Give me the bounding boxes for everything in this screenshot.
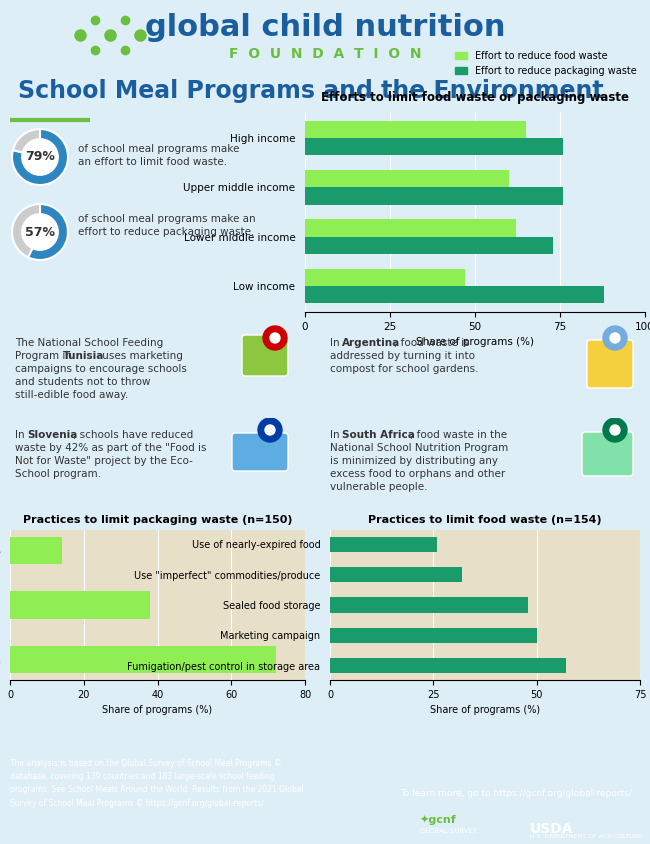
Circle shape	[22, 138, 58, 176]
Bar	[305, 138, 564, 155]
Text: waste by 42% as part of the "Food is: waste by 42% as part of the "Food is	[15, 443, 207, 453]
Bar	[10, 646, 276, 674]
Text: uses marketing: uses marketing	[99, 351, 183, 361]
Bar	[305, 187, 564, 204]
Bar	[330, 598, 528, 613]
Wedge shape	[12, 204, 40, 257]
Text: South Africa: South Africa	[342, 430, 415, 440]
Text: Program in: Program in	[15, 351, 75, 361]
Bar	[330, 537, 437, 552]
Text: an effort to limit food waste.: an effort to limit food waste.	[78, 157, 227, 167]
Bar	[305, 170, 509, 187]
X-axis label: Share of programs (%): Share of programs (%)	[416, 338, 534, 347]
Wedge shape	[12, 129, 68, 185]
Title: Practices to limit food waste (n=154): Practices to limit food waste (n=154)	[368, 515, 602, 525]
Text: In: In	[15, 430, 28, 440]
Text: and students not to throw: and students not to throw	[15, 377, 151, 387]
Bar	[330, 628, 537, 643]
Text: , food waste in the: , food waste in the	[410, 430, 507, 440]
FancyBboxPatch shape	[232, 433, 288, 471]
Text: of school meal programs make an: of school meal programs make an	[78, 214, 255, 224]
Text: Not for Waste" project by the Eco-: Not for Waste" project by the Eco-	[15, 456, 193, 466]
Bar	[10, 537, 62, 564]
Legend: Effort to reduce food waste, Effort to reduce packaging waste: Effort to reduce food waste, Effort to r…	[451, 47, 640, 79]
Text: In: In	[330, 430, 343, 440]
Text: vulnerable people.: vulnerable people.	[330, 482, 428, 492]
Text: 57%: 57%	[25, 225, 55, 239]
Text: GLOBAL SURVEY: GLOBAL SURVEY	[420, 828, 477, 834]
Text: F  O  U  N  D  A  T  I  O  N: F O U N D A T I O N	[229, 47, 421, 61]
Text: , food waste is: , food waste is	[394, 338, 469, 348]
X-axis label: Share of programs (%): Share of programs (%)	[430, 706, 540, 715]
Bar	[305, 219, 516, 236]
Text: In: In	[330, 338, 343, 348]
Circle shape	[258, 418, 282, 442]
Circle shape	[263, 326, 287, 350]
Text: effort to reduce packaging waste.: effort to reduce packaging waste.	[78, 227, 254, 237]
Text: global child nutrition: global child nutrition	[145, 14, 505, 42]
Text: ✦gcnf: ✦gcnf	[420, 814, 457, 825]
Circle shape	[270, 333, 280, 343]
Text: of school meal programs make: of school meal programs make	[78, 144, 239, 154]
X-axis label: Share of programs (%): Share of programs (%)	[103, 706, 213, 715]
Text: campaigns to encourage schools: campaigns to encourage schools	[15, 364, 187, 374]
Text: School Meal Programs and the Environment: School Meal Programs and the Environment	[18, 79, 604, 103]
Wedge shape	[13, 129, 40, 157]
Circle shape	[610, 425, 620, 435]
Text: The National School Feeding: The National School Feeding	[15, 338, 163, 348]
Circle shape	[603, 326, 627, 350]
Text: U.S. DEPARTMENT OF AGRICULTURE: U.S. DEPARTMENT OF AGRICULTURE	[530, 834, 642, 839]
Circle shape	[265, 425, 275, 435]
FancyBboxPatch shape	[582, 432, 633, 476]
Text: Slovenia: Slovenia	[27, 430, 77, 440]
Circle shape	[610, 333, 620, 343]
Circle shape	[22, 214, 58, 250]
Text: The analysis is based on the Global Survey of School Meal Programs ©
database, c: The analysis is based on the Global Surv…	[10, 759, 304, 808]
Text: excess food to orphans and other: excess food to orphans and other	[330, 469, 505, 479]
FancyBboxPatch shape	[242, 335, 288, 376]
Text: National School Nutrition Program: National School Nutrition Program	[330, 443, 508, 453]
Text: 79%: 79%	[25, 150, 55, 164]
Bar	[305, 268, 465, 286]
Text: , schools have reduced: , schools have reduced	[73, 430, 193, 440]
Text: still-edible food away.: still-edible food away.	[15, 390, 128, 400]
Title: Efforts to limit food waste or packaging waste: Efforts to limit food waste or packaging…	[321, 91, 629, 104]
Text: is minimized by distributing any: is minimized by distributing any	[330, 456, 498, 466]
Text: USDA: USDA	[530, 822, 573, 836]
FancyBboxPatch shape	[587, 340, 633, 388]
Text: addressed by turning it into: addressed by turning it into	[330, 351, 475, 361]
Bar	[305, 121, 526, 138]
Text: School program.: School program.	[15, 469, 101, 479]
Wedge shape	[28, 204, 68, 260]
Bar	[330, 658, 566, 674]
Bar	[305, 286, 604, 303]
Text: To learn more, go to https://gcnf.org/global-reports/: To learn more, go to https://gcnf.org/gl…	[400, 789, 632, 798]
Text: Tunisia: Tunisia	[63, 351, 105, 361]
Text: Argentina: Argentina	[342, 338, 400, 348]
Bar	[305, 236, 553, 254]
Bar	[330, 567, 462, 582]
Text: compost for school gardens.: compost for school gardens.	[330, 364, 478, 374]
Bar	[10, 592, 150, 619]
Circle shape	[603, 418, 627, 442]
Title: Practices to limit packaging waste (n=150): Practices to limit packaging waste (n=15…	[23, 515, 292, 525]
